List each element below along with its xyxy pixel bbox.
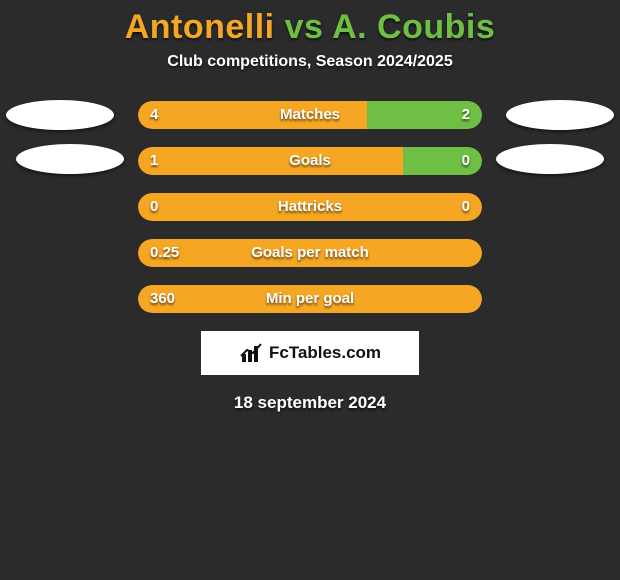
logo-text: FcTables.com	[269, 343, 381, 363]
comparison-infographic: Antonelli vs A. Coubis Club competitions…	[0, 0, 620, 580]
stat-row-min-per-goal: 360Min per goal	[0, 285, 620, 313]
title-vs: vs	[285, 8, 324, 46]
ellipse-icon	[496, 144, 604, 174]
stat-row-goals-per-match: 0.25Goals per match	[0, 239, 620, 267]
stat-label: Goals	[138, 147, 482, 175]
ellipse-icon	[6, 100, 114, 130]
ellipse-icon	[16, 144, 124, 174]
bar-chart-icon	[239, 342, 265, 364]
date-text: 18 september 2024	[0, 393, 620, 413]
stat-label: Matches	[138, 101, 482, 129]
stat-row-matches: 42Matches	[0, 101, 620, 129]
stat-row-hattricks: 00Hattricks	[0, 193, 620, 221]
stats-chart: 42Matches 10Goals 00Hattricks 0.25Goals per…	[0, 101, 620, 313]
subtitle: Club competitions, Season 2024/2025	[0, 53, 620, 71]
page-title: Antonelli vs A. Coubis	[0, 0, 620, 47]
stat-label: Goals per match	[138, 239, 482, 267]
ellipse-icon	[506, 100, 614, 130]
title-player1: Antonelli	[125, 8, 275, 46]
logo-box: FcTables.com	[201, 331, 419, 375]
stat-label: Hattricks	[138, 193, 482, 221]
stat-row-goals: 10Goals	[0, 147, 620, 175]
stat-label: Min per goal	[138, 285, 482, 313]
title-player2: A. Coubis	[332, 8, 495, 46]
